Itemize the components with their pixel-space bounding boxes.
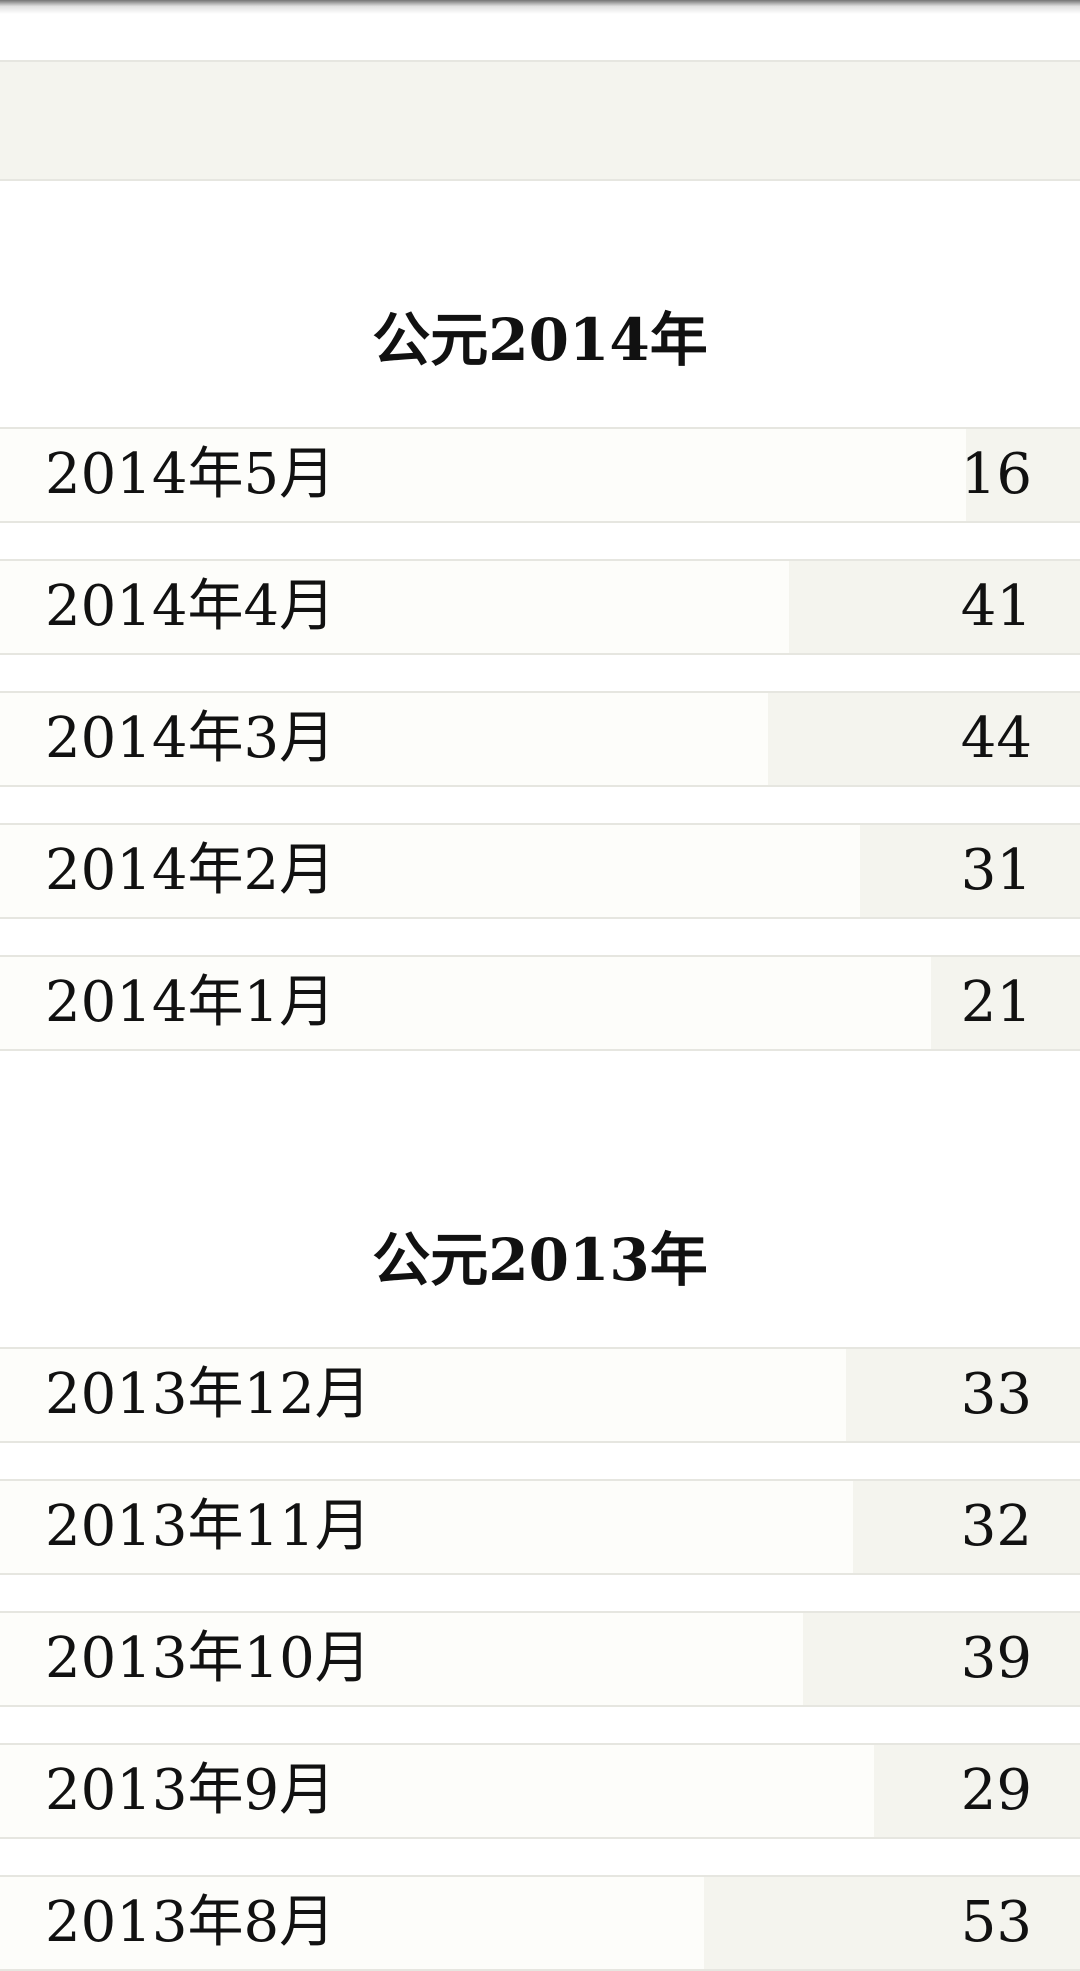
month-row[interactable]: 2014年1月 21 xyxy=(0,955,1080,1051)
month-label: 2014年1月 xyxy=(45,970,336,1035)
post-count: 39 xyxy=(960,1626,1032,1691)
post-count-bar xyxy=(931,957,1080,1049)
month-row[interactable]: 2014年2月 31 xyxy=(0,823,1080,919)
post-count: 29 xyxy=(960,1758,1032,1823)
month-label: 2013年10月 xyxy=(45,1626,371,1691)
action-bar-shadow xyxy=(0,0,1080,14)
post-count: 53 xyxy=(960,1890,1032,1955)
post-count: 33 xyxy=(960,1362,1032,1427)
month-row[interactable]: 2013年9月 29 xyxy=(0,1743,1080,1839)
post-count-bar xyxy=(803,1613,1080,1705)
month-label: 2013年9月 xyxy=(45,1758,336,1823)
year-heading: 公元2013年 xyxy=(372,1226,708,1294)
post-count: 31 xyxy=(960,838,1032,903)
month-row[interactable]: 2013年10月 39 xyxy=(0,1611,1080,1707)
post-count-bar xyxy=(846,1349,1080,1441)
post-count-bar xyxy=(789,561,1080,653)
month-label: 2014年3月 xyxy=(45,706,336,771)
month-row[interactable]: 2013年11月 32 xyxy=(0,1479,1080,1575)
month-row[interactable]: 2014年4月 41 xyxy=(0,559,1080,655)
post-count: 16 xyxy=(960,442,1032,507)
post-count: 21 xyxy=(960,970,1032,1035)
month-label: 2014年2月 xyxy=(45,838,336,903)
post-count: 41 xyxy=(960,574,1032,639)
month-label: 2014年5月 xyxy=(45,442,336,507)
month-label: 2013年8月 xyxy=(45,1890,336,1955)
month-row[interactable]: 2014年5月 16 xyxy=(0,427,1080,523)
post-count-bar xyxy=(853,1481,1080,1573)
post-count-bar xyxy=(966,429,1080,521)
year-heading: 公元2014年 xyxy=(372,306,708,374)
post-count-bar xyxy=(874,1745,1080,1837)
header-band xyxy=(0,60,1080,181)
post-count: 44 xyxy=(960,706,1032,771)
month-label: 2014年4月 xyxy=(45,574,336,639)
post-count-bar xyxy=(768,693,1080,785)
post-count: 32 xyxy=(960,1494,1032,1559)
month-row[interactable]: 2013年8月 53 xyxy=(0,1875,1080,1971)
post-count-bar xyxy=(860,825,1080,917)
month-label: 2013年11月 xyxy=(45,1494,371,1559)
month-row[interactable]: 2014年3月 44 xyxy=(0,691,1080,787)
month-label: 2013年12月 xyxy=(45,1362,371,1427)
month-row[interactable]: 2013年12月 33 xyxy=(0,1347,1080,1443)
